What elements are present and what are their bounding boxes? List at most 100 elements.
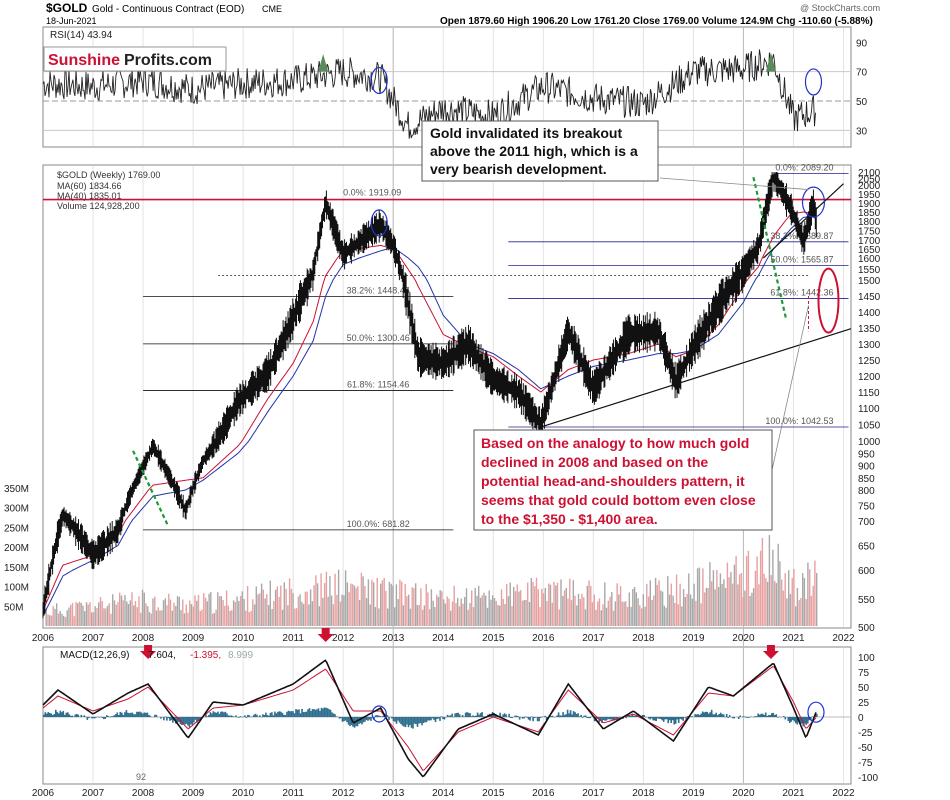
volume-layer <box>45 535 818 626</box>
macd-histogram-bar <box>94 717 96 719</box>
macd-histogram-bar <box>118 715 120 717</box>
macd-histogram-bar <box>652 717 654 721</box>
volume-bar <box>374 607 377 626</box>
price-tick-label: 1950 <box>858 190 881 201</box>
macd-histogram-bar <box>80 714 83 717</box>
volume-bar <box>474 588 476 626</box>
volume-bar <box>591 602 594 626</box>
macd-histogram-bar <box>403 717 405 727</box>
macd-histogram-bar <box>632 715 635 717</box>
macd-histogram-bar <box>774 715 776 717</box>
volume-bar <box>802 573 804 626</box>
macd-histogram-bar <box>311 709 314 717</box>
macd-histogram-bar <box>511 717 513 718</box>
volume-bar <box>189 600 191 626</box>
macd-histogram-bar <box>395 717 398 724</box>
macd-histogram-bar <box>160 717 162 719</box>
macd-histogram-bar <box>769 715 771 717</box>
volume-bar <box>443 599 445 626</box>
header-name: Gold - Continuous Contract (EOD) <box>92 4 244 15</box>
volume-bar <box>789 593 792 626</box>
macd-histogram-bar <box>499 712 501 717</box>
macd-histogram-bar <box>691 716 693 717</box>
price-tick-label: 1450 <box>858 292 881 303</box>
macd-histogram-bar <box>286 711 288 717</box>
volume-bar <box>348 592 350 626</box>
macd-histogram-bar <box>712 714 714 717</box>
macd-histogram-bar <box>107 716 110 717</box>
volume-bar <box>246 586 249 626</box>
macd-histogram-bar <box>308 708 311 717</box>
macd-layer <box>42 628 825 778</box>
macd-histogram-bar <box>323 707 326 717</box>
macd-histogram-bar <box>374 715 377 717</box>
volume-bar <box>612 610 615 626</box>
volume-bar <box>625 601 627 626</box>
volume-bar <box>632 589 634 626</box>
volume-bar <box>222 600 224 626</box>
volume-bar <box>805 599 807 626</box>
macd-histogram-bar <box>146 712 149 717</box>
macd-histogram-bar <box>793 717 796 722</box>
macd-histogram-bar <box>424 717 426 723</box>
volume-bar <box>588 580 590 626</box>
volume-bar <box>304 591 307 626</box>
volume-bar <box>763 573 765 626</box>
macd-histogram-bar <box>272 715 275 717</box>
macd-tick-label: 0 <box>858 713 864 724</box>
volume-bar <box>420 588 422 626</box>
volume-bar <box>341 594 343 626</box>
macd-histogram-bar <box>784 717 787 720</box>
price-tick-label: 2000 <box>858 181 881 192</box>
volume-bar <box>816 573 818 626</box>
volume-tick-label: 100M <box>4 583 29 594</box>
macd-histogram-bar <box>265 712 267 717</box>
volume-bar <box>175 606 177 626</box>
macd-histogram-bar <box>796 717 799 725</box>
macd-histogram-bar <box>269 712 272 717</box>
volume-bar <box>731 583 734 626</box>
volume-bar <box>751 592 753 626</box>
volume-bar <box>108 603 110 626</box>
macd-histogram-bar <box>271 712 273 717</box>
macd-histogram-bar <box>254 713 257 717</box>
volume-bar <box>64 617 67 626</box>
macd-histogram-bar <box>766 715 768 717</box>
macd-histogram-bar <box>475 715 477 717</box>
macd-histogram-bar <box>634 715 636 717</box>
volume-bar <box>674 603 676 626</box>
macd-histogram-bar <box>148 714 150 717</box>
macd-histogram-bar <box>322 708 324 717</box>
volume-bar <box>560 579 562 626</box>
volume-bar <box>747 550 750 626</box>
volume-bar <box>367 579 370 626</box>
callout-bottom-line1: Based on the analogy to how much gold <box>481 435 749 451</box>
macd-histogram-bar <box>790 717 793 722</box>
volume-bar <box>239 595 242 626</box>
macd-histogram-bar <box>442 717 444 720</box>
volume-bar <box>766 581 769 626</box>
volume-bar <box>288 578 291 626</box>
macd-histogram-bar <box>130 712 132 717</box>
volume-bar <box>173 602 175 626</box>
volume-bar <box>597 601 599 626</box>
year-tick-label-bottom: 2014 <box>432 788 455 799</box>
macd-histogram-bar <box>418 717 420 724</box>
rsi-tick-label: 90 <box>856 38 868 49</box>
macd-histogram-bar <box>795 717 797 724</box>
macd-histogram-bar <box>263 715 266 717</box>
macd-histogram-bar <box>187 717 189 726</box>
macd-histogram-bar <box>364 717 366 722</box>
macd-histogram-bar <box>799 717 802 725</box>
macd-histogram-bar <box>454 713 456 717</box>
macd-histogram-bar <box>314 709 317 717</box>
volume-bar <box>795 606 797 626</box>
macd-histogram-bar <box>236 717 239 718</box>
macd-tick-label: 25 <box>858 698 870 709</box>
rsi-overbought-fill <box>318 54 329 72</box>
volume-bar <box>112 594 114 626</box>
volume-bar <box>567 598 569 626</box>
year-tick-label-bottom: 2009 <box>182 788 205 799</box>
macd-line <box>42 659 817 778</box>
macd-histogram-bar <box>206 716 209 717</box>
